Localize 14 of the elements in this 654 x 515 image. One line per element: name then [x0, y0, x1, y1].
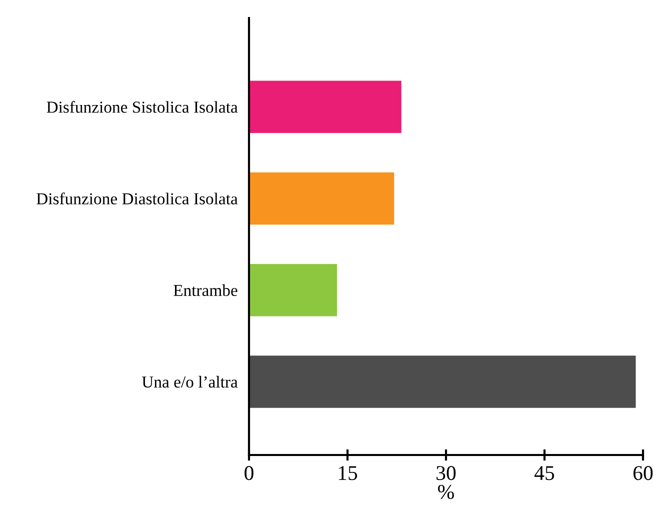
- y-tick-label: Una e/o l’altra: [142, 376, 238, 388]
- y-tick-label: Disfunzione Diastolica Isolata: [36, 192, 238, 204]
- bar: [249, 356, 636, 408]
- y-tick-label: Disfunzione Sistolica Isolata: [46, 100, 238, 113]
- x-tick-label: 15: [338, 466, 358, 480]
- bar: [249, 80, 402, 133]
- x-tick-label: 60: [633, 466, 653, 480]
- x-tick-label: 30: [436, 466, 456, 480]
- x-tick-label: 0: [244, 466, 254, 480]
- y-tick-label: Entrambe: [174, 284, 238, 296]
- x-axis-title: %: [438, 484, 454, 500]
- bar: [249, 264, 337, 316]
- bar: [249, 172, 394, 225]
- x-tick-label: 45: [534, 466, 554, 480]
